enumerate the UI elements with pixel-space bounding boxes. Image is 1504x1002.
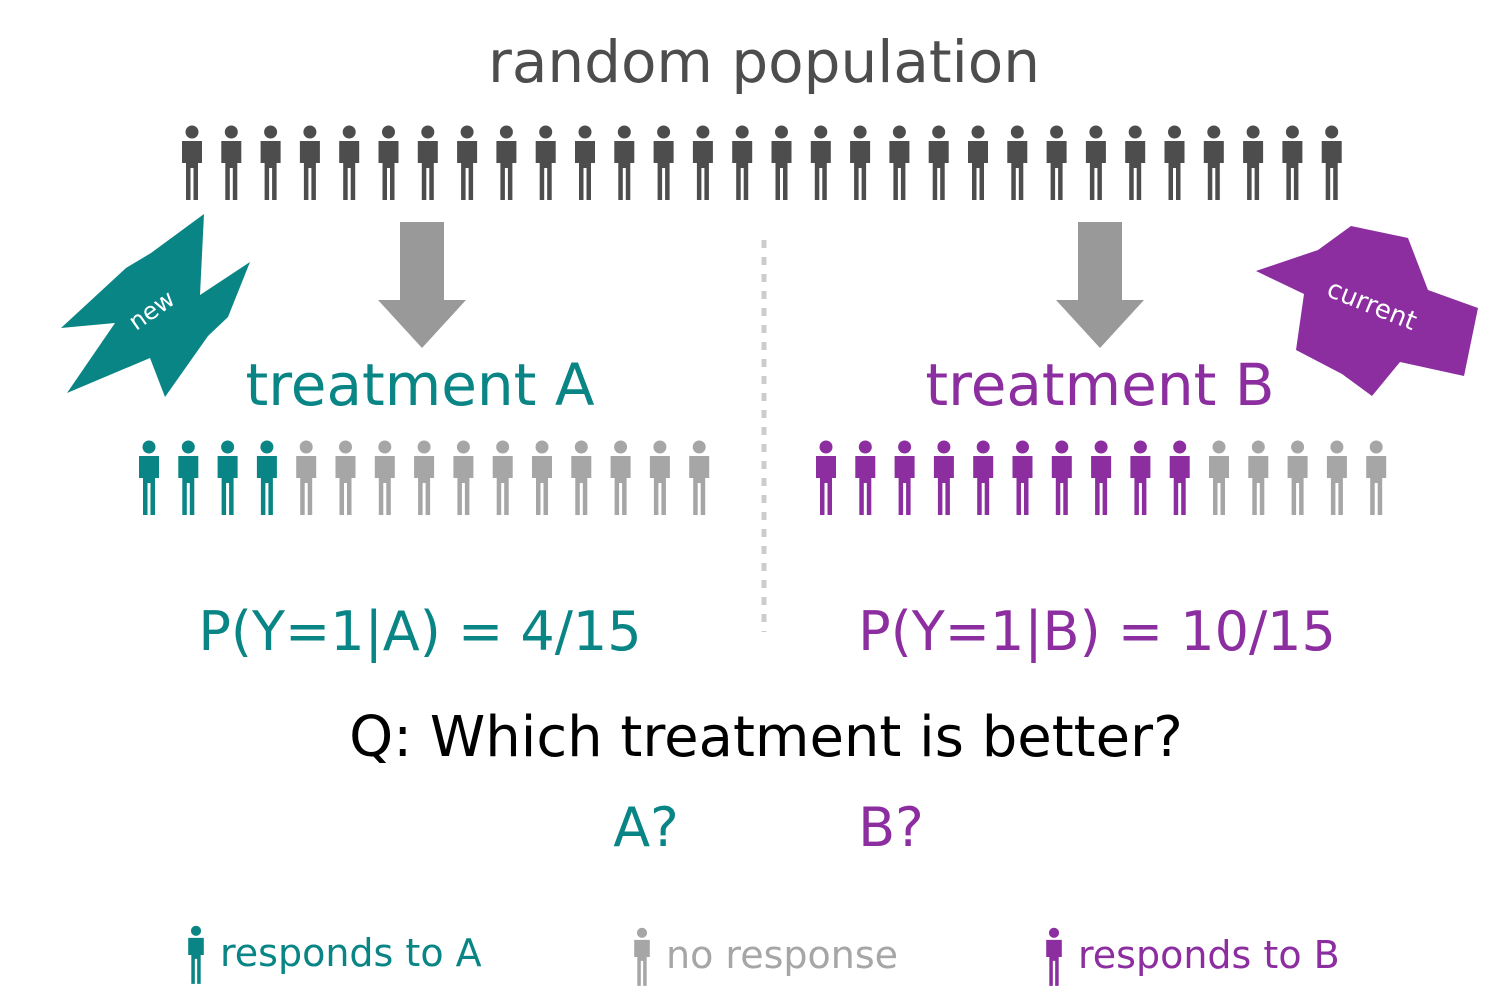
new-badge: new (61, 214, 250, 397)
person-icon-no-response (374, 440, 395, 515)
down-arrow-icon (378, 222, 466, 348)
person-icon (771, 125, 792, 200)
person-icon (182, 125, 202, 200)
treatment-b-formula: P(Y=1|B) = 10/15 (858, 600, 1336, 663)
legend-label-responds-a: responds to A (220, 931, 482, 975)
person-icon-no-response (335, 440, 356, 515)
person-icon-no-response (532, 440, 552, 515)
person-icon (732, 125, 753, 200)
person-icon-responder-b (1051, 440, 1072, 515)
person-icon (535, 125, 556, 200)
person-icon-responder-b (816, 440, 836, 515)
person-icon (221, 125, 242, 200)
person-icon (1203, 125, 1224, 200)
person-icon-no-response (571, 440, 592, 515)
person-icon-no-response (1326, 440, 1347, 515)
person-icon (1007, 125, 1028, 200)
person-icon (810, 125, 831, 200)
person-icon-responder-b (1091, 440, 1112, 515)
person-icon (1164, 125, 1185, 200)
person-icon (1046, 125, 1067, 200)
person-icon (417, 125, 438, 200)
treatment-a-formula: P(Y=1|A) = 4/15 (198, 600, 641, 663)
legend-item-responds-b: responds to B (1046, 927, 1340, 986)
person-icon (1282, 125, 1303, 200)
person-icon (1321, 125, 1342, 200)
person-icon-no-response (296, 440, 317, 515)
question-text: Q: Which treatment is better? (349, 705, 1183, 770)
person-icon (1085, 125, 1106, 200)
person-icon-responder-b (933, 440, 954, 515)
legend-label-no-response: no response (666, 933, 898, 977)
person-icon-no-response (1248, 440, 1269, 515)
person-icon (299, 125, 320, 200)
population-row (182, 125, 1342, 200)
person-icon (1046, 927, 1062, 986)
answer-a: A? (613, 796, 679, 859)
treatment-b-label: treatment B (925, 351, 1274, 419)
person-icon-no-response (1366, 440, 1387, 515)
treatment-b-row (816, 440, 1387, 515)
person-icon-no-response (649, 440, 670, 515)
answer-b: B? (858, 796, 924, 859)
star-badge-icon (1256, 226, 1478, 396)
person-icon (575, 125, 595, 200)
person-icon-responder-b (1130, 440, 1151, 515)
diagram-title: random population (488, 28, 1040, 96)
person-icon (339, 125, 360, 200)
legend-item-no-response: no response (634, 927, 898, 986)
person-icon-no-response (1209, 440, 1229, 515)
treatment-a-label: treatment A (245, 351, 594, 419)
legend: responds to A no response responds to B (188, 925, 1340, 986)
person-icon-responder-b (855, 440, 876, 515)
person-icon (634, 927, 650, 986)
person-icon-no-response (1287, 440, 1308, 515)
legend-item-responds-a: responds to A (188, 925, 482, 984)
person-icon-responder-b (973, 440, 994, 515)
person-icon-responder-a (139, 440, 159, 515)
current-badge: current (1256, 226, 1478, 396)
person-icon-no-response (689, 440, 710, 515)
person-icon (692, 125, 713, 200)
person-icon-responder-b (894, 440, 915, 515)
person-icon-no-response (610, 440, 631, 515)
person-icon (889, 125, 910, 200)
person-icon (653, 125, 674, 200)
person-icon (496, 125, 517, 200)
person-icon (1125, 125, 1146, 200)
down-arrow-icon (1056, 222, 1144, 348)
person-icon (188, 925, 204, 984)
treatment-a-row (139, 440, 710, 515)
star-badge-icon (61, 214, 250, 397)
person-icon (850, 125, 871, 200)
person-icon (614, 125, 635, 200)
person-icon (968, 125, 988, 200)
person-icon-responder-a (256, 440, 277, 515)
person-icon (1243, 125, 1264, 200)
person-icon-responder-b (1169, 440, 1190, 515)
person-icon-responder-b (1012, 440, 1033, 515)
person-icon (260, 125, 281, 200)
person-icon-responder-a (217, 440, 238, 515)
legend-label-responds-b: responds to B (1078, 933, 1340, 977)
person-icon-responder-a (178, 440, 199, 515)
person-icon-no-response (453, 440, 474, 515)
person-icon-no-response (414, 440, 435, 515)
person-icon (928, 125, 949, 200)
person-icon (378, 125, 399, 200)
person-icon-no-response (492, 440, 513, 515)
person-icon (457, 125, 478, 200)
